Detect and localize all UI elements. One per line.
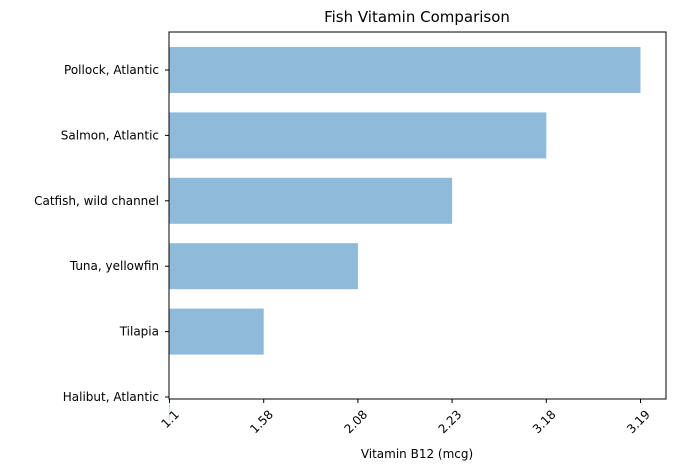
y-tick-label: Salmon, Atlantic bbox=[61, 128, 159, 142]
bar-tilapia bbox=[169, 308, 264, 355]
plot-frame bbox=[168, 31, 667, 400]
x-tick-label: 3.19 bbox=[624, 407, 653, 436]
x-tick-label: 1.58 bbox=[247, 407, 276, 436]
x-axis-ticks: 1.1 1.58 2.08 2.23 3.18 3.19 bbox=[158, 399, 653, 436]
x-tick-label: 3.18 bbox=[530, 407, 559, 436]
bar-pollock-atlantic bbox=[169, 47, 641, 93]
x-axis-label: Vitamin B12 (mcg) bbox=[361, 447, 473, 461]
x-tick-label: 1.1 bbox=[158, 407, 181, 430]
x-tick-label: 2.08 bbox=[341, 407, 370, 436]
y-tick-label: Catfish, wild channel bbox=[34, 194, 159, 208]
bar-catfish-wild-channel bbox=[169, 177, 453, 224]
bar-tuna-yellowfin bbox=[169, 243, 358, 290]
y-axis-ticks: Pollock, Atlantic Salmon, Atlantic Catfish… bbox=[34, 63, 169, 404]
y-tick-label: Tuna, yellowfin bbox=[69, 259, 159, 273]
x-tick-label: 2.23 bbox=[436, 407, 465, 436]
bars-group bbox=[169, 47, 641, 420]
y-tick-label: Pollock, Atlantic bbox=[64, 63, 159, 77]
chart-title: Fish Vitamin Comparison bbox=[324, 8, 510, 26]
y-tick-label: Tilapia bbox=[119, 325, 159, 339]
bar-salmon-atlantic bbox=[169, 112, 547, 159]
y-tick-label: Halibut, Atlantic bbox=[63, 390, 159, 404]
